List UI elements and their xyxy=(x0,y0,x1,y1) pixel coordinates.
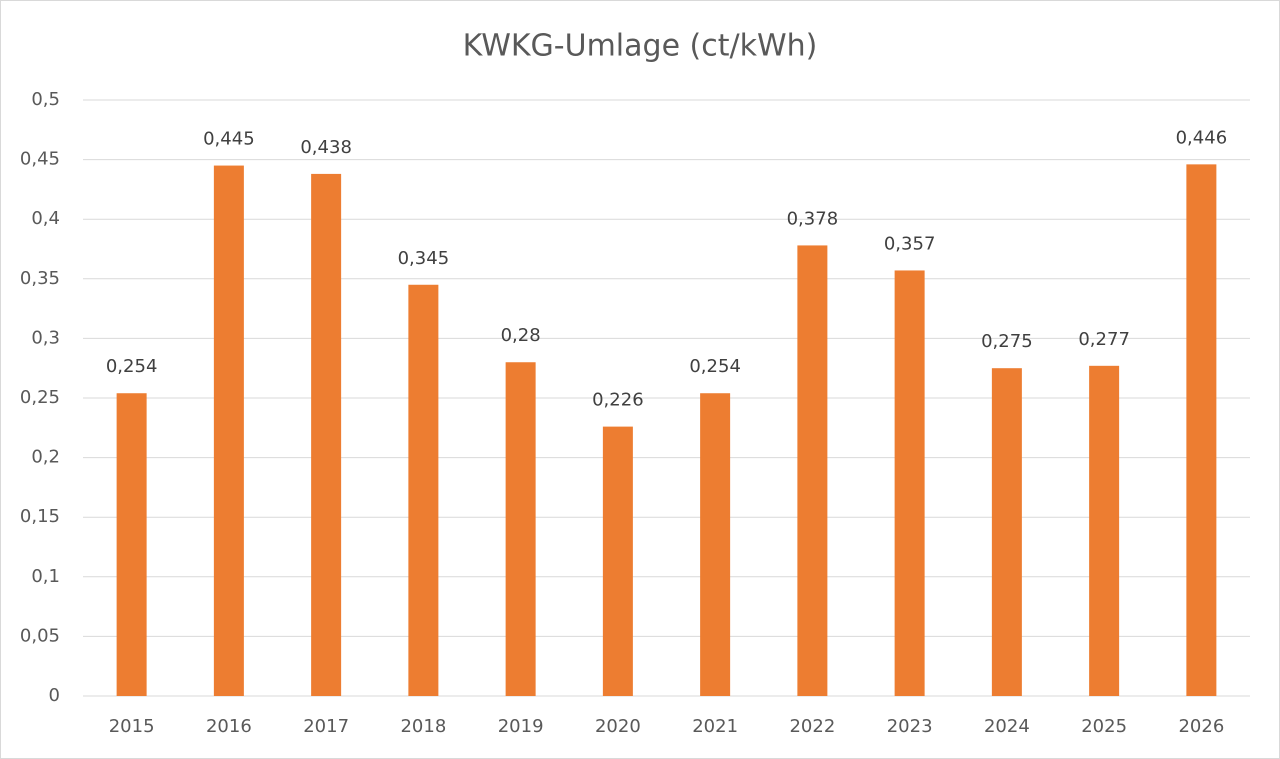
x-tick-label: 2017 xyxy=(303,716,349,737)
x-tick-label: 2018 xyxy=(400,716,446,737)
bar xyxy=(505,362,536,696)
data-label: 0,28 xyxy=(501,325,541,346)
bar xyxy=(991,368,1022,696)
data-label: 0,254 xyxy=(689,356,741,377)
x-tick-label: 2023 xyxy=(887,716,933,737)
x-tick-label: 2016 xyxy=(206,716,252,737)
y-tick-label: 0,05 xyxy=(20,625,60,646)
y-tick-label: 0,1 xyxy=(31,566,60,587)
data-label: 0,446 xyxy=(1176,127,1228,148)
bar xyxy=(213,165,244,696)
y-tick-label: 0,25 xyxy=(20,387,60,408)
bar xyxy=(602,426,633,696)
bar xyxy=(797,245,828,696)
bar xyxy=(1186,164,1217,697)
x-tick-label: 2025 xyxy=(1081,716,1127,737)
data-label: 0,445 xyxy=(203,129,255,150)
data-label: 0,254 xyxy=(106,356,158,377)
x-tick-label: 2020 xyxy=(595,716,641,737)
x-tick-label: 2026 xyxy=(1178,716,1224,737)
bar xyxy=(894,270,925,696)
bar xyxy=(116,393,147,696)
bar xyxy=(1089,365,1120,696)
data-label: 0,277 xyxy=(1078,329,1130,350)
chart-title: KWKG-Umlage (ct/kWh) xyxy=(463,29,818,64)
x-tick-label: 2024 xyxy=(984,716,1030,737)
x-tick-label: 2021 xyxy=(692,716,738,737)
y-tick-label: 0,3 xyxy=(31,327,60,348)
x-tick-label: 2019 xyxy=(498,716,544,737)
x-tick-label: 2022 xyxy=(789,716,835,737)
y-tick-label: 0,5 xyxy=(31,89,60,110)
bar xyxy=(408,284,439,696)
y-tick-label: 0,45 xyxy=(20,149,60,170)
y-tick-label: 0,4 xyxy=(31,208,60,229)
x-tick-label: 2015 xyxy=(109,716,155,737)
data-label: 0,345 xyxy=(398,248,450,269)
bar xyxy=(311,173,342,697)
data-label: 0,226 xyxy=(592,390,644,411)
bar xyxy=(700,393,731,696)
data-label: 0,357 xyxy=(884,233,936,254)
data-label: 0,438 xyxy=(300,137,352,158)
y-tick-label: 0,2 xyxy=(31,447,60,468)
data-label: 0,378 xyxy=(787,208,839,229)
y-tick-label: 0,15 xyxy=(20,506,60,527)
y-tick-label: 0 xyxy=(49,685,60,706)
data-label: 0,275 xyxy=(981,331,1033,352)
y-tick-label: 0,35 xyxy=(20,268,60,289)
